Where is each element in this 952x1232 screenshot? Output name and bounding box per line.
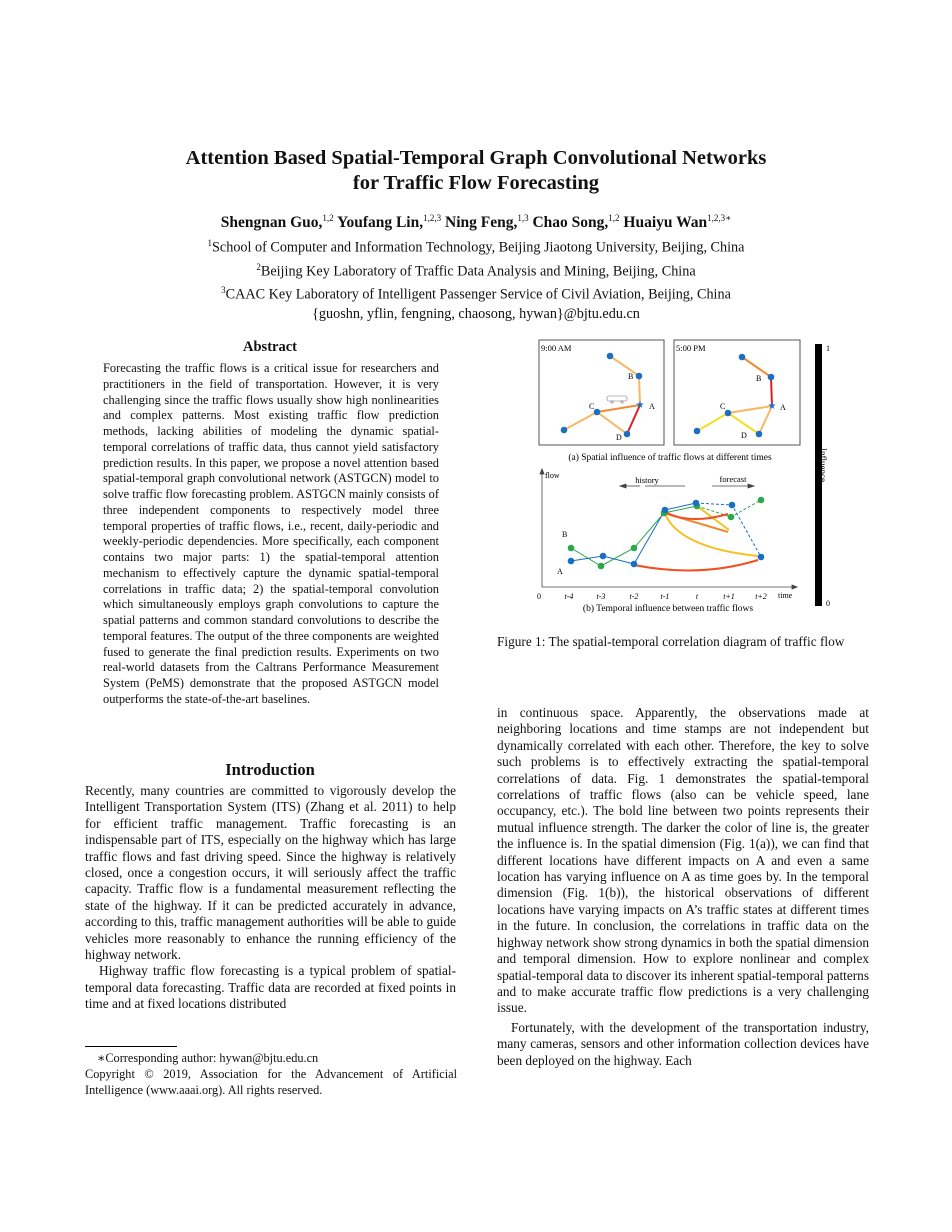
corresponding-author: ∗Corresponding author: hywan@bjtu.edu.cn [97, 1051, 319, 1065]
edges-morning [563, 355, 641, 435]
series-b-line [570, 505, 698, 567]
x-axis-label: time [778, 591, 793, 600]
affiliation: 3CAAC Key Laboratory of Intelligent Pass… [221, 285, 731, 304]
svg-text:A: A [649, 402, 655, 411]
edges-evening [696, 356, 773, 435]
node-labels: A B C D A B C D [589, 372, 786, 442]
title-line-1: Attention Based Spatial-Temporal Graph C… [185, 147, 767, 169]
panel-a-right-box [673, 339, 801, 446]
car-icon [606, 395, 628, 404]
colorbar [815, 344, 822, 606]
footnote-rule [85, 1046, 177, 1047]
author-list: Shengnan Guo,1,2 Youfang Lin,1,2,3 Ning … [60, 213, 892, 232]
emails: {guoshn, yflin, fengning, chaosong, hywa… [312, 306, 640, 323]
paragraph: Recently, many countries are committed t… [85, 783, 456, 963]
author: Shengnan Guo,1,2 [220, 213, 334, 232]
author: Youfang Lin,1,2,3 [336, 213, 442, 232]
svg-text:D: D [741, 431, 747, 440]
figure-caption: Figure 1: The spatial-temporal correlati… [497, 634, 845, 649]
x-ticks: t-4 t-3 t-2 t-1 t t+1 t+2 [565, 592, 767, 601]
abstract-heading: Abstract [243, 339, 297, 355]
svg-text:t-2: t-2 [630, 592, 639, 601]
author: Chao Song,1,2 [532, 213, 620, 232]
author: Ning Feng,1,3 [445, 213, 529, 232]
star-icon: ★ [768, 401, 777, 412]
title-line-2: for Traffic Flow Forecasting [352, 172, 600, 194]
svg-text:B: B [756, 374, 761, 383]
time-label-evening: 5:00 PM [676, 343, 706, 353]
affiliation: 2Beijing Key Laboratory of Traffic Data … [256, 261, 696, 280]
affiliations: 1School of Computer and Information Tech… [60, 234, 892, 324]
svg-text:t+2: t+2 [755, 592, 767, 601]
series-a-label: A [557, 567, 563, 576]
panel-a-caption: (a) Spatial influence of traffic flows a… [568, 452, 772, 463]
paragraph: Fortunately, with the development of the… [497, 1019, 869, 1068]
introduction-body: Recently, many countries are committed t… [85, 783, 456, 1013]
author: Huaiyu Wan1,2,3∗ [623, 213, 732, 232]
time-label-morning: 9:00 AM [541, 343, 572, 353]
series-b-label: B [562, 530, 567, 539]
nodes: ★ ★ [560, 352, 777, 438]
star-icon: ★ [636, 400, 645, 411]
history-label: history [635, 475, 659, 485]
forecast-label: forecast [720, 474, 748, 484]
svg-text:A: A [780, 403, 786, 412]
panel-b-caption: (b) Temporal influence between traffic f… [583, 603, 753, 614]
svg-text:B: B [628, 372, 633, 381]
paragraph: Highway traffic flow forecasting is a ty… [85, 963, 456, 1012]
y-axis-label: flow [545, 471, 560, 480]
colorbar-label: Influence [818, 448, 828, 482]
svg-text:t: t [696, 592, 699, 601]
svg-text:t-3: t-3 [597, 592, 606, 601]
svg-text:D: D [616, 433, 622, 442]
copyright: Copyright © 2019, Association for the Ad… [85, 1067, 457, 1097]
colorbar-max: 1 [826, 344, 830, 353]
figure-1: 9:00 AM 5:00 PM ★ ★ A B C D A B C D (a) Spatia… [537, 339, 830, 614]
svg-text:t+1: t+1 [723, 592, 735, 601]
paper-title: Attention Based Spatial-Temporal Graph C… [60, 146, 892, 196]
colorbar-min: 0 [826, 599, 830, 608]
series-a-points [567, 499, 765, 568]
axes [539, 467, 799, 590]
series-a-line [570, 502, 697, 565]
affiliation: 1School of Computer and Information Tech… [207, 238, 745, 256]
svg-text:t-4: t-4 [565, 592, 574, 601]
introduction-heading: Introduction [225, 760, 315, 779]
svg-text:t-1: t-1 [661, 592, 670, 601]
influence-arrows [633, 505, 759, 572]
abstract-text: Forecasting the traffic flows is a criti… [103, 361, 439, 706]
svg-text:C: C [720, 402, 725, 411]
right-column-body: in continuous space. Apparently, the obs… [497, 705, 869, 1069]
footnote: ∗Corresponding author: hywan@bjtu.edu.cn… [85, 1050, 457, 1098]
paragraph: in continuous space. Apparently, the obs… [497, 705, 869, 1016]
origin-label: 0 [537, 592, 541, 601]
panel-a-left-box [538, 339, 665, 446]
svg-text:C: C [589, 402, 594, 411]
